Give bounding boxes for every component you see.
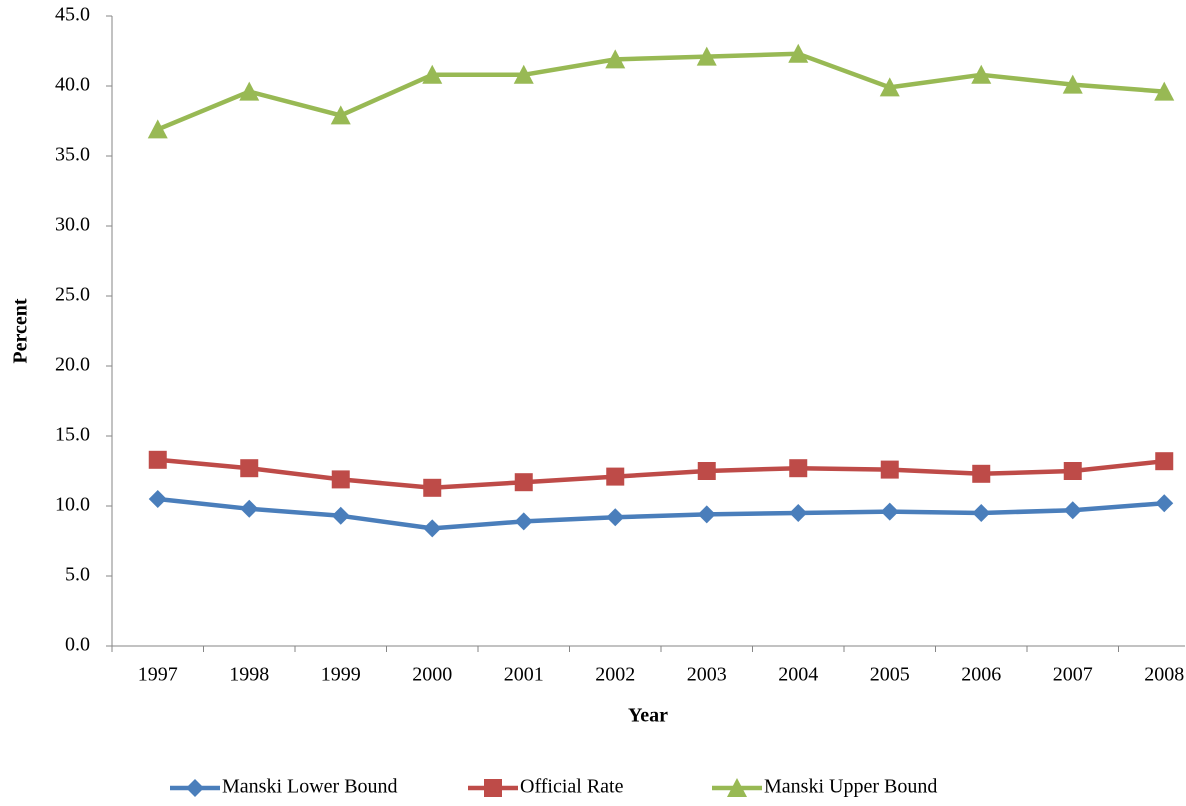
marker [514, 512, 533, 531]
marker [513, 64, 534, 84]
x-tick-label: 2008 [1144, 664, 1184, 686]
x-tick-label: 1998 [229, 664, 269, 686]
marker [331, 506, 350, 525]
marker [240, 499, 259, 518]
marker [727, 778, 747, 797]
x-tick-label: 2006 [961, 664, 1001, 686]
marker [330, 105, 351, 125]
x-tick-label: 2001 [504, 664, 544, 686]
marker [422, 64, 443, 84]
series-line [157, 457, 1165, 491]
marker [1154, 81, 1175, 101]
x-tick-label: 2000 [412, 664, 452, 686]
x-axis-title: Year [628, 705, 668, 727]
y-tick-label: 30.0 [55, 214, 90, 236]
y-tick-label: 15.0 [55, 424, 90, 446]
marker [880, 460, 899, 479]
y-tick-label: 5.0 [65, 564, 90, 586]
marker [605, 49, 626, 69]
x-tick-label: 2003 [687, 664, 727, 686]
y-axis-title: Percent [10, 298, 32, 363]
y-tick-label: 10.0 [55, 494, 90, 516]
marker [484, 779, 502, 797]
y-tick-label: 25.0 [55, 284, 90, 306]
y-tick-label: 45.0 [55, 4, 90, 26]
marker [147, 119, 168, 139]
marker [1155, 452, 1174, 471]
marker [240, 459, 259, 478]
marker [606, 508, 625, 527]
y-tick-label: 40.0 [55, 74, 90, 96]
marker [789, 504, 808, 522]
x-tick-label: 2004 [778, 664, 818, 686]
marker [972, 464, 991, 483]
legend-label: Official Rate [520, 776, 624, 798]
marker [1063, 501, 1082, 520]
marker [514, 473, 533, 492]
marker [972, 504, 991, 522]
marker [789, 459, 808, 478]
marker [423, 519, 442, 538]
marker [148, 490, 167, 508]
x-tick-label: 2005 [870, 664, 910, 686]
series-line [156, 51, 1165, 132]
marker [331, 470, 350, 489]
marker [1155, 494, 1174, 513]
legend-label: Manski Upper Bound [764, 776, 937, 798]
marker [697, 505, 716, 524]
x-tick-label: 2007 [1053, 664, 1093, 686]
marker [606, 467, 625, 486]
marker [880, 502, 899, 521]
series-line [157, 496, 1165, 531]
marker [696, 46, 717, 66]
marker [148, 450, 167, 469]
marker [971, 64, 992, 84]
x-tick-label: 1997 [138, 664, 178, 686]
marker [697, 462, 716, 480]
marker [788, 43, 809, 63]
y-tick-label: 0.0 [65, 634, 90, 656]
marker [1062, 74, 1083, 94]
y-tick-label: 35.0 [55, 144, 90, 166]
y-tick-label: 20.0 [55, 354, 90, 376]
x-tick-label: 1999 [321, 664, 361, 686]
marker [423, 478, 442, 497]
marker [879, 77, 900, 97]
marker [239, 81, 260, 101]
marker [1063, 462, 1082, 480]
legend-label: Manski Lower Bound [222, 776, 398, 798]
x-tick-label: 2002 [595, 664, 635, 686]
marker [186, 779, 204, 797]
